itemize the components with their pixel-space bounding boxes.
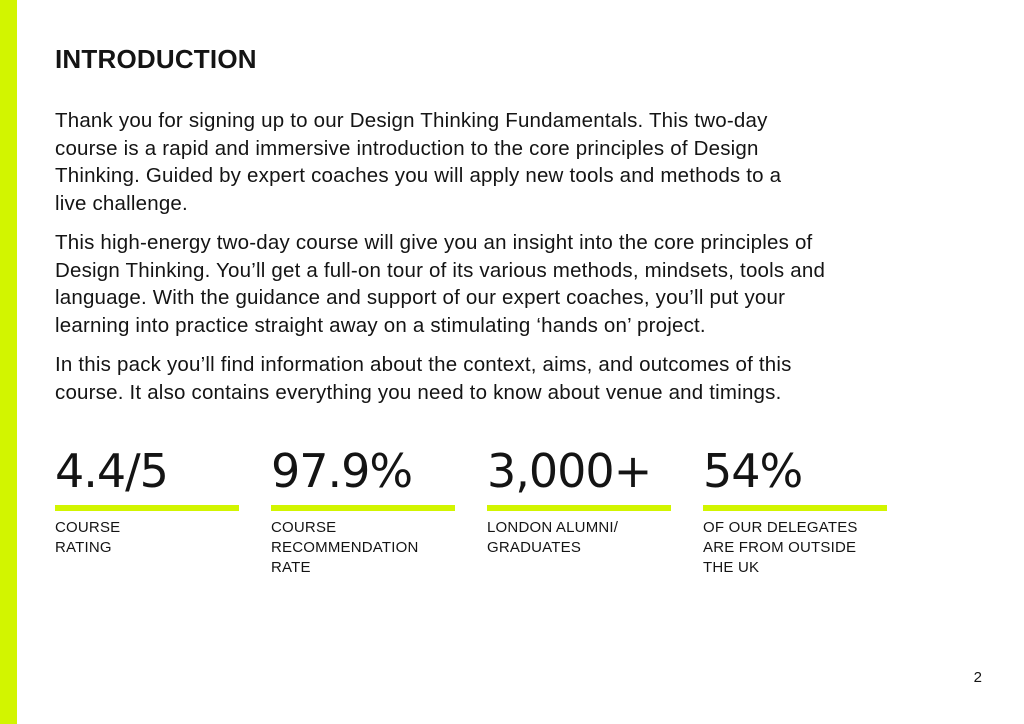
stat-course-rating: 4.4/5 COURSE RATING [55, 447, 271, 578]
stat-label: OF OUR DELEGATES ARE FROM OUTSIDE THE UK [703, 519, 858, 576]
stat-label: LONDON ALUMNI/ GRADUATES [487, 519, 619, 556]
intro-paragraph-1: Thank you for signing up to our Design T… [55, 109, 782, 215]
left-accent-bar [0, 0, 17, 724]
stat-underline [55, 505, 239, 511]
stat-value: 97.9% [271, 444, 413, 498]
page-title: INTRODUCTION [55, 44, 257, 74]
stat-delegates-outside-uk: 54% OF OUR DELEGATES ARE FROM OUTSIDE TH… [703, 447, 919, 578]
intro-paragraphs: Thank you for signing up to our Design T… [55, 107, 940, 418]
stat-value: 3,000+ [487, 444, 652, 498]
stat-value: 54% [703, 444, 803, 498]
page-number: 2 [973, 669, 982, 686]
stat-label: COURSE RECOMMENDATION RATE [271, 519, 419, 576]
stat-underline [271, 505, 455, 511]
stat-value: 4.4/5 [55, 444, 169, 498]
intro-paragraph-2: This high-energy two-day course will giv… [55, 231, 826, 337]
intro-paragraph-3: In this pack you’ll find information abo… [55, 353, 792, 404]
stat-underline [487, 505, 671, 511]
stats-row: 4.4/5 COURSE RATING 97.9% COURSE RECOMME… [55, 447, 919, 578]
stat-recommendation-rate: 97.9% COURSE RECOMMENDATION RATE [271, 447, 487, 578]
stat-london-alumni: 3,000+ LONDON ALUMNI/ GRADUATES [487, 447, 703, 578]
stat-underline [703, 505, 887, 511]
stat-label: COURSE RATING [55, 519, 121, 556]
